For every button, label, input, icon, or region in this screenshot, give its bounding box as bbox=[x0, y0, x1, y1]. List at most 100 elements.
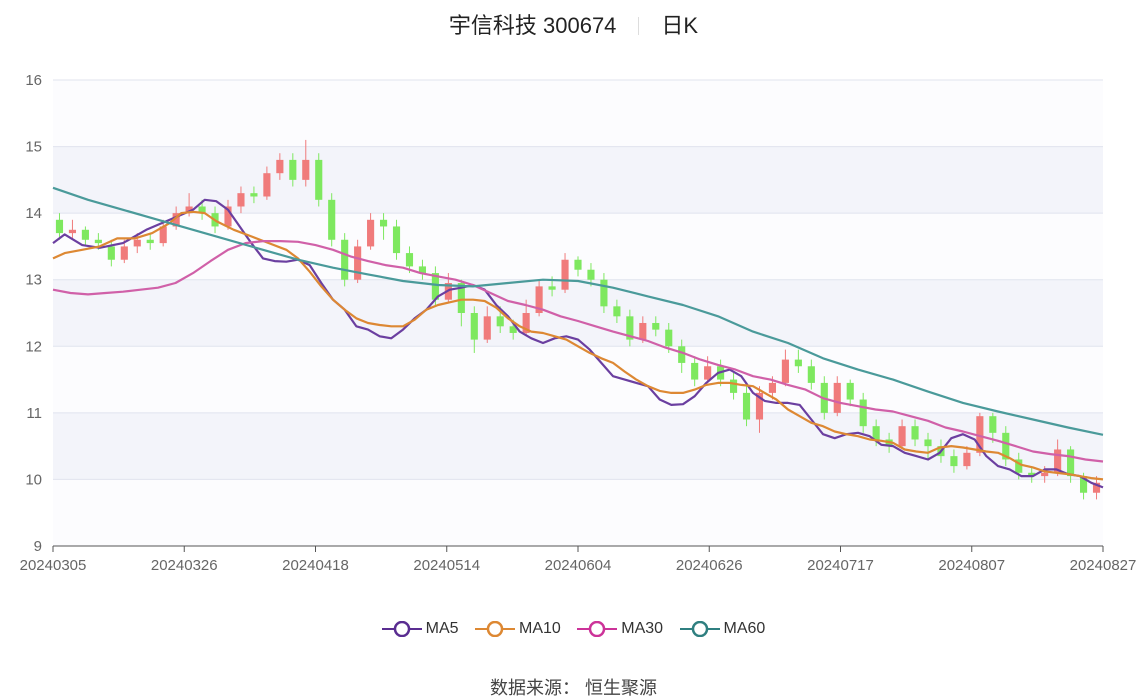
candle-body bbox=[405, 253, 414, 267]
legend-marker-ma5 bbox=[381, 621, 422, 637]
grid-band bbox=[53, 146, 1103, 214]
candle-body bbox=[911, 426, 919, 440]
legend-item-ma5[interactable]: MA5 bbox=[381, 620, 459, 638]
candle-body bbox=[535, 286, 543, 313]
grid-band bbox=[53, 346, 1103, 413]
candle-body bbox=[976, 416, 984, 453]
candle-body bbox=[431, 273, 439, 300]
x-tick-label: 20240604 bbox=[545, 557, 612, 574]
chart-title: 宇信科技 300674 日K bbox=[0, 8, 1147, 40]
candle-body bbox=[1028, 472, 1036, 477]
candle-body bbox=[509, 326, 517, 333]
candle-body bbox=[587, 269, 595, 280]
grid-band bbox=[53, 279, 1103, 347]
y-tick-label: 12 bbox=[25, 338, 42, 355]
legend-marker-ma10 bbox=[475, 621, 516, 637]
candle-body bbox=[315, 159, 323, 200]
candle-body bbox=[55, 219, 64, 234]
title-separator bbox=[638, 17, 640, 35]
candle-body bbox=[522, 313, 530, 333]
ma-line-ma60 bbox=[52, 186, 1104, 436]
candle-body bbox=[794, 359, 802, 367]
candle-body bbox=[1015, 459, 1023, 473]
legend-item-ma30[interactable]: MA30 bbox=[577, 620, 663, 638]
candle-body bbox=[639, 322, 647, 340]
candle-body bbox=[1054, 449, 1062, 473]
candle-body bbox=[742, 392, 751, 420]
candle-body bbox=[1041, 472, 1049, 477]
candle-body bbox=[379, 219, 388, 227]
candle-body bbox=[924, 439, 932, 447]
candle-body bbox=[768, 382, 777, 393]
ma-line-ma30 bbox=[52, 240, 1104, 463]
candle-body bbox=[1002, 432, 1010, 460]
candle-body bbox=[1067, 449, 1075, 477]
legend-label-ma5: MA5 bbox=[425, 620, 459, 637]
candle-body bbox=[107, 246, 115, 260]
candle-body bbox=[172, 213, 180, 227]
stock-name: 宇信科技 300674 bbox=[448, 13, 617, 38]
candle-body bbox=[146, 239, 154, 244]
candle-body bbox=[302, 159, 310, 180]
legend-marker-ma60 bbox=[679, 621, 720, 637]
candle-body bbox=[289, 159, 297, 180]
candle-body bbox=[678, 346, 686, 363]
y-tick-label: 15 bbox=[25, 139, 42, 156]
candle-body bbox=[574, 259, 582, 270]
y-tick-label: 16 bbox=[25, 72, 42, 89]
y-tick-label: 11 bbox=[26, 405, 42, 422]
candle-body bbox=[496, 316, 504, 327]
candle-body bbox=[704, 366, 712, 380]
candle-body bbox=[250, 193, 258, 197]
period-label: 日K bbox=[661, 13, 699, 38]
candle-body bbox=[159, 226, 167, 244]
candle-body bbox=[833, 382, 841, 413]
candle-body bbox=[600, 279, 608, 307]
data-source: 数据来源： 恒生聚源 bbox=[489, 678, 657, 698]
candle-body bbox=[1092, 482, 1101, 493]
candle-body bbox=[341, 239, 349, 280]
candle-body bbox=[237, 193, 245, 207]
candle-body bbox=[665, 329, 673, 347]
candle-body bbox=[652, 322, 660, 330]
legend-label-ma10: MA10 bbox=[519, 620, 561, 637]
candle-body bbox=[859, 399, 867, 427]
legend-marker-ma30 bbox=[577, 621, 618, 637]
legend-item-ma10[interactable]: MA10 bbox=[475, 620, 561, 638]
x-tick-label: 20240305 bbox=[20, 557, 87, 574]
y-tick-label: 13 bbox=[25, 272, 42, 289]
candle-body bbox=[328, 199, 336, 240]
candle-body bbox=[755, 392, 764, 420]
candle-body bbox=[263, 173, 271, 197]
candle-body bbox=[354, 246, 362, 280]
candle-body bbox=[198, 206, 206, 214]
candle-body bbox=[392, 226, 401, 254]
candle-body bbox=[691, 362, 699, 380]
candlestick-chart: 16 15 14 13 12 11 10 9 20240305 20240326 20240418 2… bbox=[20, 72, 1137, 574]
candle-body bbox=[224, 206, 232, 227]
candle-body bbox=[548, 286, 556, 290]
candle-body bbox=[963, 452, 971, 467]
grid-band bbox=[53, 80, 1103, 147]
candle-body bbox=[470, 313, 478, 340]
candle-body bbox=[418, 266, 427, 274]
ma-line-ma10 bbox=[52, 210, 1104, 481]
x-tick-label: 20240717 bbox=[807, 557, 874, 574]
candle-body bbox=[68, 229, 77, 234]
x-tick-label: 20240626 bbox=[676, 557, 743, 574]
candle-body bbox=[457, 283, 465, 313]
candle-body bbox=[81, 229, 89, 240]
candle-body bbox=[807, 366, 815, 383]
candle-body bbox=[613, 306, 621, 317]
legend-item-ma60[interactable]: MA60 bbox=[679, 620, 765, 638]
y-tick-label: 10 bbox=[25, 471, 42, 488]
candle-body bbox=[133, 239, 141, 247]
candle-body bbox=[898, 426, 906, 447]
candle-body bbox=[185, 206, 193, 214]
candle-body bbox=[989, 416, 997, 433]
candle-body bbox=[729, 379, 738, 393]
candle-body bbox=[367, 219, 375, 247]
legend: MA5 MA10 MA30 MA60 bbox=[0, 620, 1147, 642]
candle-body bbox=[561, 259, 569, 290]
x-tick-label: 20240807 bbox=[938, 557, 1005, 574]
